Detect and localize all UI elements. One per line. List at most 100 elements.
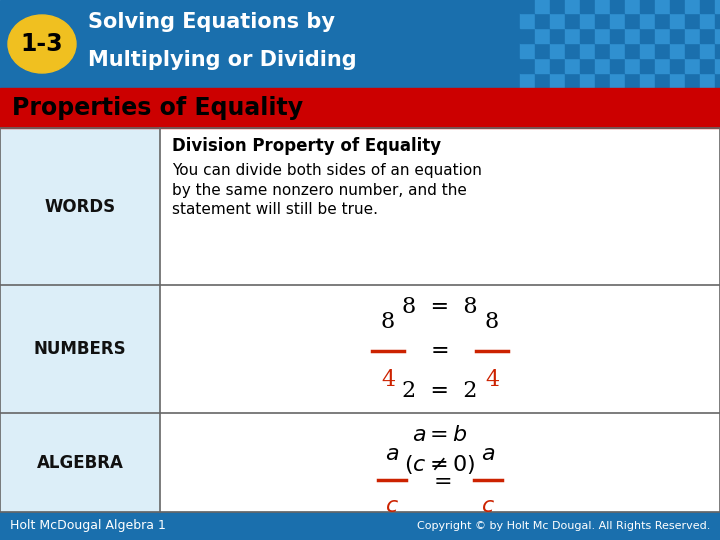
- Bar: [0, 128, 160, 285]
- Bar: [655, 0, 670, 13]
- Bar: [565, 13, 580, 28]
- Bar: [670, 13, 685, 28]
- Bar: [625, 73, 640, 88]
- Bar: [715, 73, 720, 88]
- Bar: [160, 413, 720, 512]
- Bar: [640, 43, 655, 58]
- Bar: [700, 73, 715, 88]
- Bar: [580, 58, 595, 73]
- Bar: [685, 43, 700, 58]
- Bar: [550, 13, 565, 28]
- Bar: [655, 73, 670, 88]
- Text: 2  =  2: 2 = 2: [402, 380, 477, 402]
- Bar: [655, 13, 670, 28]
- Bar: [700, 58, 715, 73]
- Text: 4: 4: [485, 369, 499, 391]
- Text: 8: 8: [381, 311, 395, 333]
- Text: statement will still be true.: statement will still be true.: [172, 202, 378, 218]
- Text: by the same nonzero number, and the: by the same nonzero number, and the: [172, 183, 467, 198]
- Bar: [700, 28, 715, 43]
- Bar: [535, 43, 550, 58]
- Text: $c$: $c$: [385, 496, 399, 516]
- Ellipse shape: [8, 15, 76, 73]
- Bar: [550, 43, 565, 58]
- Bar: [565, 58, 580, 73]
- Bar: [535, 73, 550, 88]
- Text: Multiplying or Dividing: Multiplying or Dividing: [88, 50, 356, 70]
- Bar: [670, 0, 685, 13]
- Bar: [565, 73, 580, 88]
- Bar: [655, 58, 670, 73]
- Bar: [520, 43, 535, 58]
- Text: $a$: $a$: [481, 444, 495, 464]
- Text: Division Property of Equality: Division Property of Equality: [172, 137, 441, 155]
- Bar: [595, 28, 610, 43]
- Bar: [640, 13, 655, 28]
- Bar: [0, 128, 720, 512]
- Bar: [625, 28, 640, 43]
- Bar: [715, 28, 720, 43]
- Bar: [610, 28, 625, 43]
- Bar: [550, 0, 565, 13]
- Bar: [685, 28, 700, 43]
- Bar: [520, 13, 535, 28]
- Bar: [640, 0, 655, 13]
- Bar: [580, 28, 595, 43]
- Text: NUMBERS: NUMBERS: [34, 340, 126, 358]
- Bar: [595, 73, 610, 88]
- Bar: [685, 13, 700, 28]
- Bar: [700, 43, 715, 58]
- Bar: [640, 28, 655, 43]
- Bar: [610, 58, 625, 73]
- Bar: [535, 0, 550, 13]
- Bar: [670, 43, 685, 58]
- Text: Holt McDougal Algebra 1: Holt McDougal Algebra 1: [10, 519, 166, 532]
- Bar: [565, 43, 580, 58]
- Text: $a = b$: $a = b$: [412, 425, 468, 445]
- Bar: [0, 0, 720, 88]
- Bar: [595, 58, 610, 73]
- Text: WORDS: WORDS: [45, 198, 116, 215]
- Bar: [565, 0, 580, 13]
- Bar: [595, 0, 610, 13]
- Bar: [715, 58, 720, 73]
- Bar: [535, 28, 550, 43]
- Bar: [685, 0, 700, 13]
- Bar: [160, 128, 720, 285]
- Text: 8: 8: [485, 311, 499, 333]
- Bar: [670, 73, 685, 88]
- Bar: [0, 413, 160, 512]
- Bar: [520, 73, 535, 88]
- Text: $=$: $=$: [428, 470, 451, 490]
- Bar: [655, 43, 670, 58]
- Bar: [580, 0, 595, 13]
- Bar: [535, 13, 550, 28]
- Text: Copyright © by Holt Mc Dougal. All Rights Reserved.: Copyright © by Holt Mc Dougal. All Right…: [417, 521, 710, 531]
- Text: Solving Equations by: Solving Equations by: [88, 12, 335, 32]
- Bar: [550, 28, 565, 43]
- Bar: [715, 0, 720, 13]
- Bar: [625, 13, 640, 28]
- Text: $a$: $a$: [385, 444, 399, 464]
- Bar: [580, 13, 595, 28]
- Bar: [640, 73, 655, 88]
- Text: ALGEBRA: ALGEBRA: [37, 454, 123, 471]
- Bar: [700, 13, 715, 28]
- Bar: [160, 285, 720, 413]
- Bar: [550, 73, 565, 88]
- Bar: [520, 0, 535, 13]
- Bar: [640, 58, 655, 73]
- Text: $c$: $c$: [481, 496, 495, 516]
- Bar: [0, 285, 160, 413]
- Text: Properties of Equality: Properties of Equality: [12, 96, 303, 120]
- Bar: [580, 73, 595, 88]
- Bar: [610, 73, 625, 88]
- Bar: [685, 58, 700, 73]
- Text: =: =: [431, 340, 449, 362]
- Text: $(c \neq 0)$: $(c \neq 0)$: [405, 454, 475, 476]
- Bar: [610, 43, 625, 58]
- Text: You can divide both sides of an equation: You can divide both sides of an equation: [172, 163, 482, 178]
- Bar: [580, 43, 595, 58]
- Bar: [520, 28, 535, 43]
- Text: 8  =  8: 8 = 8: [402, 296, 478, 318]
